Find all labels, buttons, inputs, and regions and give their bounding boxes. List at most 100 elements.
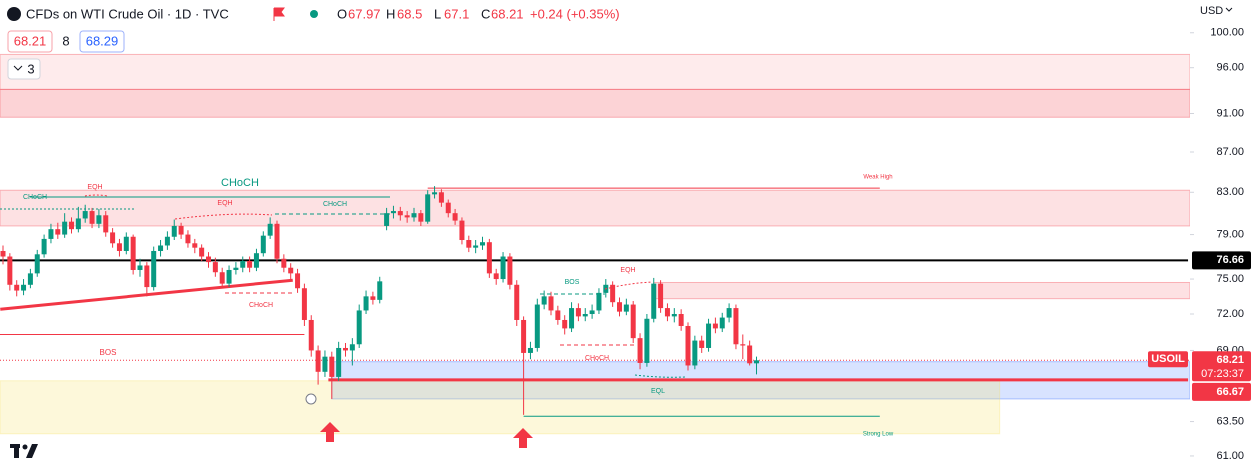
candle-body: [240, 260, 246, 268]
flag-icon[interactable]: [273, 7, 285, 21]
candle-body: [253, 253, 259, 268]
candle-body: [548, 296, 554, 311]
candle-body: [644, 318, 650, 363]
candle-body: [185, 234, 191, 244]
candle-body: [116, 243, 122, 251]
last-price-box: [1192, 351, 1251, 382]
annotation: EQH: [87, 184, 102, 191]
low-label: L: [434, 6, 441, 21]
annotation: EQL: [651, 388, 665, 395]
candle-body: [521, 319, 527, 353]
candle-body: [658, 283, 664, 309]
candle-body: [363, 296, 369, 311]
candle-body: [343, 347, 348, 351]
candle-body: [630, 304, 636, 339]
y-tick-label: 96.00: [1216, 62, 1244, 74]
zone: [0, 53, 1191, 90]
candle-body: [130, 236, 136, 270]
y-tick-label: 63.50: [1216, 415, 1244, 427]
close-label: C: [481, 6, 490, 21]
candle-body: [589, 310, 595, 315]
ask-box[interactable]: [79, 30, 125, 53]
candle-body: [473, 245, 479, 248]
candle-body: [21, 284, 27, 291]
bid-box[interactable]: [7, 30, 53, 53]
y-tick-label: 79.00: [1216, 228, 1244, 240]
alert-icon: [305, 393, 317, 405]
candle-body: [480, 242, 485, 246]
annotation: CHoCH: [249, 302, 273, 309]
candle-body: [747, 345, 753, 364]
indicator-toggle[interactable]: [7, 58, 41, 80]
candle-body: [685, 325, 691, 366]
y-tick-label: 100.00: [1210, 27, 1244, 39]
chart-title: CFDs on WTI Crude Oil · 1D · TVC: [26, 6, 229, 21]
y-tick-label: 72.00: [1216, 308, 1244, 320]
candle-body: [274, 223, 280, 259]
currency[interactable]: USD: [1200, 5, 1223, 17]
candle-body: [322, 356, 328, 372]
annotation: CHoCH: [585, 355, 609, 362]
candle-body: [206, 256, 211, 263]
candle-body: [0, 250, 6, 257]
candle-body: [377, 281, 383, 300]
ask: 68.29: [86, 33, 119, 48]
candle-body: [55, 229, 61, 235]
chevron: [13, 65, 23, 71]
level-price: 76.66: [1216, 254, 1244, 266]
candle-body: [7, 256, 13, 285]
candle-body: [137, 265, 143, 270]
candle-body: [226, 269, 232, 284]
candle-body: [14, 284, 20, 291]
candle-body: [82, 211, 88, 219]
candle-body: [432, 192, 438, 195]
candle-body: [445, 202, 451, 214]
countdown: 07:23:37: [1201, 368, 1244, 380]
zone: [653, 281, 1191, 300]
logo-part: [14, 444, 19, 458]
high-label: H: [386, 6, 395, 21]
market-status: [310, 10, 318, 18]
candle-body: [34, 254, 40, 274]
candle-body: [356, 310, 362, 345]
candle-body: [329, 356, 335, 377]
candle-body: [96, 215, 102, 224]
candle-body: [158, 245, 164, 251]
y-tick-label: 75.00: [1216, 273, 1244, 285]
candle-body: [123, 236, 129, 251]
candle-body: [48, 229, 54, 239]
change: +0.24 (+0.35%): [530, 6, 620, 21]
annotation: BOS: [565, 279, 580, 286]
open-label: O: [337, 6, 347, 21]
y-tick-label: 61.00: [1216, 450, 1244, 462]
candle-body: [349, 344, 355, 351]
candle-body: [192, 243, 198, 248]
buy-arrow: [320, 422, 340, 442]
candle-body: [425, 194, 431, 222]
candle-body: [671, 314, 677, 317]
level-price-box: [1192, 382, 1251, 401]
y-tick-label: 83.00: [1216, 186, 1244, 198]
candle-body: [151, 250, 157, 288]
symbol-box: [1148, 351, 1188, 368]
candle-body: [617, 302, 622, 312]
candle-body: [144, 265, 150, 288]
candle-body: [623, 304, 629, 312]
candle-body: [103, 215, 109, 233]
candle-body: [397, 211, 403, 216]
candle-body: [384, 213, 390, 226]
bid: 68.21: [14, 33, 47, 48]
annotation: Weak High: [863, 175, 892, 181]
candle-body: [69, 221, 74, 230]
candle-body: [404, 215, 410, 218]
candle-body: [301, 288, 307, 320]
candle-body: [370, 296, 376, 300]
structure-lines: [0, 194, 686, 378]
candle-body: [596, 292, 602, 311]
candle-body: [315, 350, 321, 372]
candle-body: [637, 338, 643, 363]
candle-body: [740, 344, 746, 346]
logo-part: [22, 444, 28, 450]
candle-body: [507, 256, 513, 285]
